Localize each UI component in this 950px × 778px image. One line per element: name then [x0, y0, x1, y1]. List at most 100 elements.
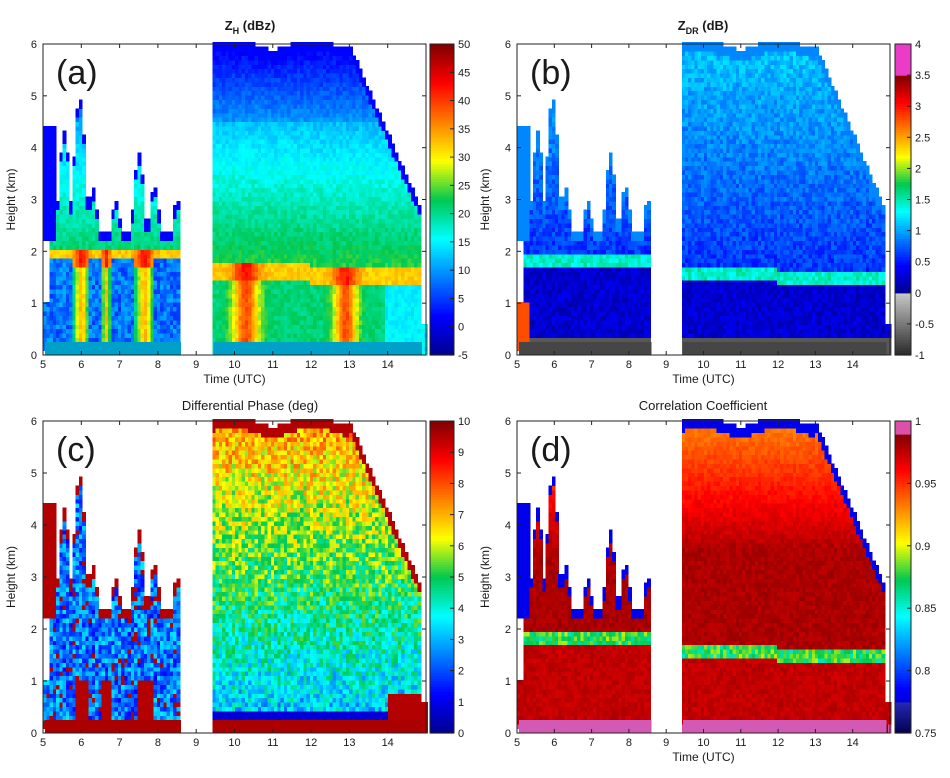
heatmap-cell	[293, 59, 298, 65]
heatmap-cell	[85, 280, 90, 286]
heatmap-cell	[160, 302, 165, 308]
heatmap-cell	[280, 170, 285, 175]
heatmap-cell	[52, 192, 57, 197]
heatmap-cell	[231, 196, 236, 202]
heatmap-cell	[254, 236, 259, 241]
heatmap-cell	[72, 227, 77, 233]
heatmap-cell	[134, 271, 139, 277]
heatmap-cell	[283, 77, 288, 83]
heatmap-cell	[319, 253, 324, 259]
heatmap-cell	[62, 130, 67, 136]
heatmap-cell	[160, 288, 165, 294]
heatmap-cell	[215, 152, 220, 158]
heatmap-cell	[88, 209, 93, 215]
heatmap-cell	[225, 200, 230, 206]
heatmap-cell	[176, 328, 181, 334]
heatmap-cell	[124, 240, 129, 246]
heatmap-cell	[49, 302, 54, 308]
heatmap-cell	[310, 108, 314, 114]
heatmap-cell	[101, 262, 106, 268]
heatmap-cell	[231, 139, 236, 145]
heatmap-cell	[108, 240, 112, 246]
heatmap-cell	[212, 227, 217, 233]
heatmap-cell	[98, 262, 103, 268]
heatmap-cell	[283, 302, 288, 308]
heatmap-cell	[261, 64, 265, 70]
heatmap-cell	[244, 90, 249, 96]
heatmap-cell	[323, 147, 327, 153]
heatmap-cell	[222, 306, 226, 312]
heatmap-cell	[267, 222, 272, 228]
heatmap-cell	[300, 324, 305, 330]
heatmap-cell	[283, 192, 288, 197]
heatmap-cell	[82, 192, 86, 197]
heatmap-cell	[225, 293, 230, 299]
heatmap-cell	[117, 293, 122, 299]
heatmap-cell	[323, 139, 327, 145]
heatmap-cell	[287, 324, 292, 330]
heatmap-cell	[46, 174, 51, 180]
heatmap-cell	[274, 147, 278, 153]
heatmap-cell	[46, 170, 51, 175]
heatmap-cell	[225, 187, 230, 193]
heatmap-cell	[280, 187, 285, 193]
heatmap-cell	[52, 205, 57, 211]
heatmap-cell	[267, 112, 272, 118]
heatmap-cell	[264, 192, 269, 197]
heatmap-cell	[49, 134, 54, 140]
heatmap-cell	[300, 244, 305, 250]
heatmap-cell	[143, 236, 148, 241]
heatmap-cell	[49, 306, 54, 312]
heatmap-cell	[127, 244, 132, 250]
heatmap-cell	[248, 108, 252, 114]
heatmap-cell	[287, 170, 292, 175]
heatmap-cell	[235, 271, 239, 277]
heatmap-cell	[160, 236, 165, 241]
heatmap-cell	[101, 306, 106, 312]
heatmap-cell	[303, 165, 308, 171]
heatmap-cell	[303, 333, 308, 338]
heatmap-cell	[293, 240, 298, 246]
heatmap-cell	[296, 240, 301, 246]
heatmap-cell	[319, 280, 324, 286]
heatmap-cell	[274, 59, 278, 65]
heatmap-cell	[254, 302, 259, 308]
heatmap-cell	[290, 302, 295, 308]
heatmap-cell	[176, 280, 181, 286]
heatmap-cell	[228, 183, 233, 189]
heatmap-cell	[300, 293, 305, 299]
heatmap-cell	[176, 302, 181, 308]
heatmap-cell	[261, 134, 265, 140]
heatmap-cell	[91, 288, 96, 294]
heatmap-cell	[319, 227, 324, 233]
heatmap-cell	[254, 244, 259, 250]
heatmap-cell	[244, 139, 249, 145]
heatmap-cell	[156, 244, 161, 250]
heatmap-cell	[222, 214, 226, 219]
heatmap-cell	[140, 293, 145, 299]
heatmap-cell	[235, 64, 239, 70]
heatmap-cell	[212, 130, 217, 136]
heatmap-cell	[228, 293, 233, 299]
heatmap-cell	[310, 324, 314, 330]
heatmap-cell	[261, 95, 265, 101]
heatmap-cell	[88, 293, 93, 299]
heatmap-cell	[231, 174, 236, 180]
heatmap-cell	[358, 73, 363, 78]
heatmap-cell	[293, 103, 298, 109]
heatmap-cell	[65, 205, 70, 211]
heatmap-cell	[137, 275, 142, 281]
heatmap-cell	[43, 178, 47, 184]
heatmap-cell	[319, 297, 324, 303]
heatmap-cell	[316, 147, 321, 153]
heatmap-cell	[296, 165, 301, 171]
heatmap-cell	[170, 315, 174, 321]
heatmap-cell	[313, 302, 318, 308]
heatmap-cell	[306, 333, 311, 338]
heatmap-cell	[280, 288, 285, 294]
heatmap-cell	[225, 99, 230, 105]
heatmap-cell	[303, 130, 308, 136]
heatmap-cell	[270, 240, 275, 246]
heatmap-cell	[218, 280, 223, 286]
heatmap-cell	[127, 236, 132, 241]
